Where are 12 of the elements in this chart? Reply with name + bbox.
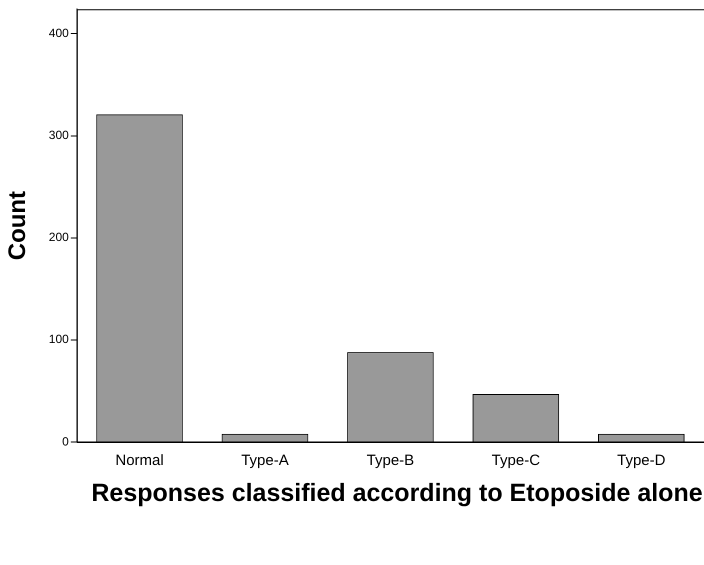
x-axis-title: Responses classified according to Etoposide alone — [90, 479, 704, 507]
x-tick-label: Type-D — [617, 452, 666, 470]
y-tick-label: 0 — [62, 434, 70, 448]
y-tick-label: 100 — [48, 332, 70, 346]
y-tick-label: 200 — [48, 230, 70, 244]
y-tick-label: 400 — [48, 26, 70, 40]
x-tick-label: Type-B — [366, 452, 414, 470]
y-tick-label: 300 — [48, 128, 70, 142]
x-tick-label: Type-A — [241, 452, 289, 470]
y-axis-title: Count — [4, 190, 32, 260]
x-tick-label: Type-C — [492, 452, 540, 470]
x-tick-label: Normal — [115, 452, 164, 470]
